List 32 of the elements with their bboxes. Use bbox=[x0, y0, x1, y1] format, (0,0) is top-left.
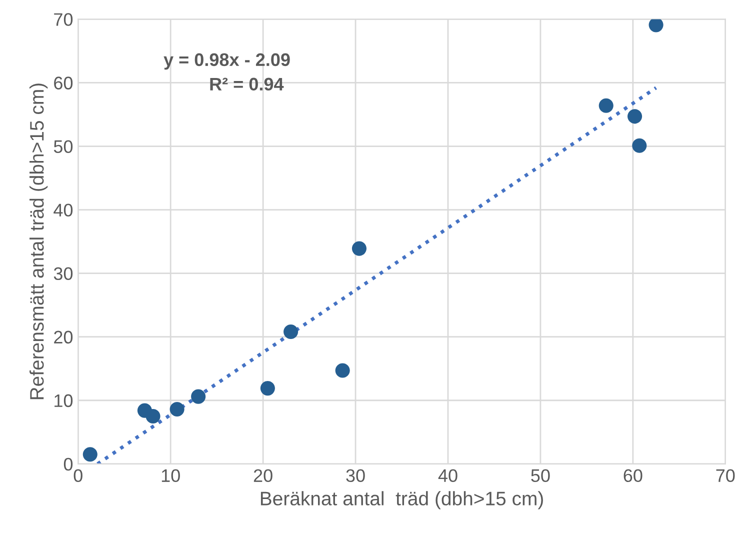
point bbox=[352, 241, 367, 256]
annotation: R² = 0.94 bbox=[210, 78, 284, 91]
y-tick-label: 70 bbox=[54, 13, 73, 26]
point bbox=[598, 98, 614, 113]
annotation: y = 0.98x - 2.09 bbox=[164, 53, 290, 70]
y-tick-label: 20 bbox=[54, 330, 73, 344]
x-tick-label: 0 bbox=[74, 469, 82, 482]
y-tick-label: 50 bbox=[54, 140, 73, 153]
x-tick-label: 10 bbox=[162, 469, 180, 482]
x-tick-label: 50 bbox=[531, 469, 550, 482]
point bbox=[632, 138, 647, 153]
point bbox=[648, 19, 664, 32]
point bbox=[260, 381, 275, 396]
y-tick-label: 40 bbox=[54, 204, 73, 217]
point bbox=[170, 402, 184, 417]
point bbox=[335, 363, 350, 378]
x-tick-label: 60 bbox=[624, 469, 642, 482]
point bbox=[82, 447, 98, 462]
x-tick-label: 30 bbox=[346, 469, 365, 482]
point bbox=[627, 109, 642, 124]
x-tick-label: 20 bbox=[254, 469, 272, 482]
y-tick-label: 10 bbox=[54, 394, 73, 408]
point bbox=[191, 389, 206, 404]
y-tick-label: 60 bbox=[54, 76, 73, 90]
point bbox=[146, 408, 160, 424]
y-axis-title: Referensmätt antal träd (dbh>15 cm) bbox=[29, 84, 48, 400]
x-tick-label: 70 bbox=[716, 469, 735, 482]
x-axis-title: Beräknat antal träd (dbh>15 cm) bbox=[260, 491, 543, 510]
point bbox=[284, 324, 298, 340]
y-tick-label: 30 bbox=[54, 267, 73, 280]
y-tick-label: 0 bbox=[64, 458, 73, 471]
x-tick-label: 40 bbox=[438, 469, 458, 482]
